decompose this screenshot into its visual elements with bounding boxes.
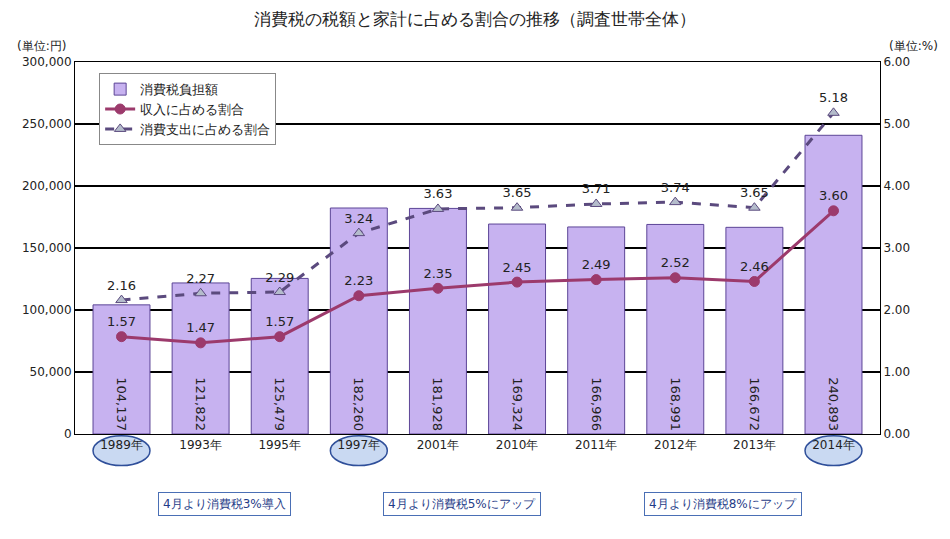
svg-text:2013年: 2013年: [733, 438, 776, 452]
svg-text:消費税の税額と家計に占める割合の推移（調査世帯全体）: 消費税の税額と家計に占める割合の推移（調査世帯全体）: [254, 9, 696, 29]
svg-text:1.57: 1.57: [107, 314, 136, 329]
svg-text:150,000: 150,000: [22, 241, 72, 255]
svg-text:181,928: 181,928: [430, 377, 445, 431]
svg-text:166,672: 166,672: [747, 377, 762, 431]
svg-text:消費税負担額: 消費税負担額: [140, 82, 218, 97]
svg-text:300,000: 300,000: [22, 55, 72, 69]
svg-text:100,000: 100,000: [22, 303, 72, 317]
svg-text:2.29: 2.29: [265, 270, 294, 285]
svg-text:2.52: 2.52: [661, 255, 690, 270]
svg-text:169,324: 169,324: [510, 377, 525, 431]
svg-text:2.49: 2.49: [582, 257, 611, 272]
svg-text:121,822: 121,822: [193, 377, 208, 431]
svg-text:1989年: 1989年: [100, 438, 143, 452]
svg-text:0: 0: [64, 427, 72, 441]
svg-text:2014年: 2014年: [812, 438, 855, 452]
svg-text:0.00: 0.00: [883, 427, 910, 441]
svg-text:1995年: 1995年: [258, 438, 301, 452]
svg-text:4月より消費税5%にアップ: 4月より消費税5%にアップ: [388, 497, 536, 511]
svg-text:240,893: 240,893: [826, 377, 841, 431]
svg-text:(単位:%): (単位:%): [889, 39, 938, 53]
svg-text:2.23: 2.23: [344, 273, 373, 288]
svg-text:2.46: 2.46: [740, 259, 769, 274]
svg-text:1.57: 1.57: [265, 314, 294, 329]
svg-text:125,479: 125,479: [272, 377, 287, 431]
svg-text:3.71: 3.71: [582, 181, 611, 196]
svg-text:2.27: 2.27: [186, 271, 215, 286]
svg-text:3.60: 3.60: [819, 188, 848, 203]
svg-text:2.00: 2.00: [883, 303, 910, 317]
svg-text:4.00: 4.00: [883, 179, 910, 193]
svg-text:1993年: 1993年: [179, 438, 222, 452]
svg-text:166,966: 166,966: [589, 377, 604, 431]
svg-text:200,000: 200,000: [22, 179, 72, 193]
svg-text:3.00: 3.00: [883, 241, 910, 255]
svg-text:5.00: 5.00: [883, 117, 910, 131]
svg-text:1.47: 1.47: [186, 320, 215, 335]
svg-text:3.63: 3.63: [423, 186, 452, 201]
svg-text:2012年: 2012年: [654, 438, 697, 452]
svg-text:2.35: 2.35: [423, 266, 452, 281]
svg-text:1.00: 1.00: [883, 365, 910, 379]
svg-text:2011年: 2011年: [575, 438, 618, 452]
svg-text:収入に占める割合: 収入に占める割合: [140, 102, 244, 117]
svg-text:168,991: 168,991: [668, 377, 683, 431]
svg-text:6.00: 6.00: [883, 55, 910, 69]
svg-text:3.74: 3.74: [661, 180, 690, 195]
svg-text:2010年: 2010年: [496, 438, 539, 452]
svg-text:104,137: 104,137: [114, 377, 129, 431]
svg-text:250,000: 250,000: [22, 117, 72, 131]
svg-text:4月より消費税3%導入: 4月より消費税3%導入: [163, 497, 286, 511]
svg-text:3.24: 3.24: [344, 211, 373, 226]
svg-text:5.18: 5.18: [819, 90, 848, 105]
svg-text:(単位:円): (単位:円): [17, 39, 66, 53]
svg-text:3.65: 3.65: [503, 185, 532, 200]
svg-text:4月より消費税8%にアップ: 4月より消費税8%にアップ: [649, 497, 797, 511]
svg-text:182,260: 182,260: [351, 377, 366, 431]
svg-text:2001年: 2001年: [417, 438, 460, 452]
svg-text:3.65: 3.65: [740, 185, 769, 200]
svg-text:消費支出に占める割合: 消費支出に占める割合: [140, 122, 270, 137]
svg-text:1997年: 1997年: [338, 438, 381, 452]
svg-text:50,000: 50,000: [30, 365, 72, 379]
svg-text:2.16: 2.16: [107, 278, 136, 293]
svg-text:2.45: 2.45: [503, 260, 532, 275]
